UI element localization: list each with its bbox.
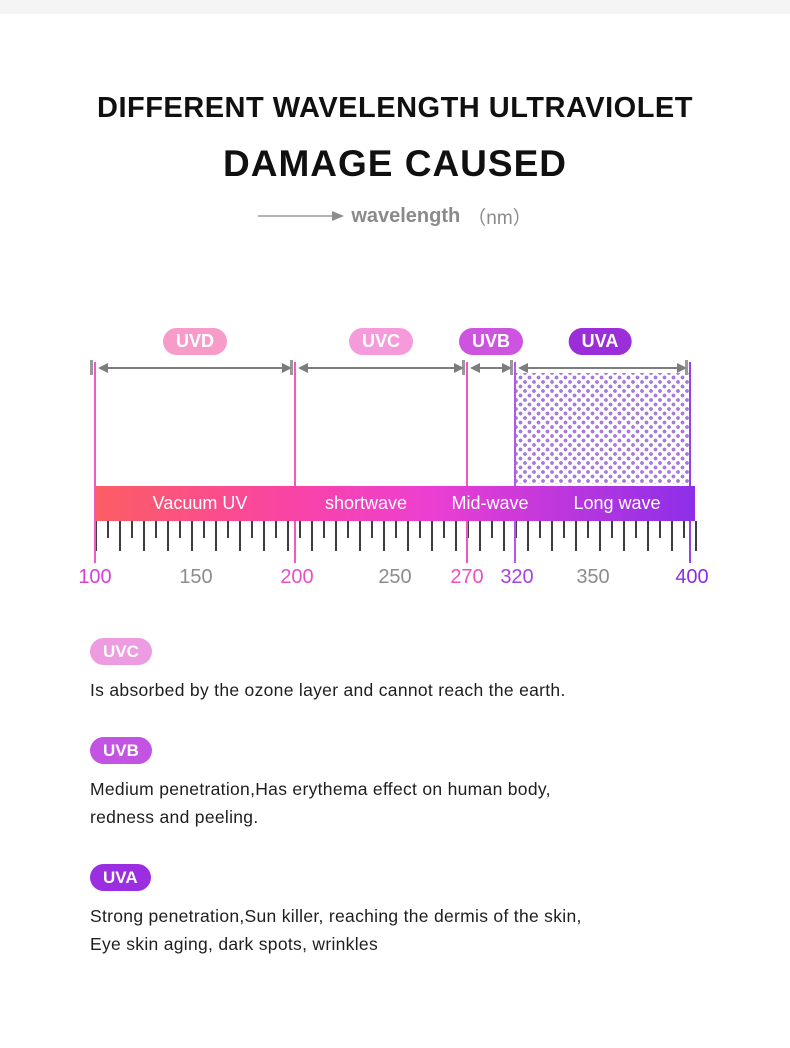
bar-segment-label: Vacuum UV bbox=[152, 493, 248, 513]
badge-uvc: UVC bbox=[90, 638, 152, 665]
wavelength-marker-line bbox=[294, 362, 296, 563]
arrow-head-left-icon bbox=[98, 363, 108, 373]
axis-number-250: 250 bbox=[378, 566, 412, 588]
band-badge-uvb: UVB bbox=[458, 328, 524, 355]
arrow-head-right-icon bbox=[454, 363, 464, 373]
wavelength-label: wavelength bbox=[351, 204, 461, 227]
page-title-line1: DIFFERENT WAVELENGTH ULTRAVIOLET bbox=[97, 92, 693, 124]
bar-segment-label: Mid-wave bbox=[451, 493, 529, 513]
section-uva: UVA Strong penetration,Sun killer, reachi… bbox=[90, 864, 720, 958]
axis-number-400: 400 bbox=[675, 566, 709, 588]
section-text-uva: Strong penetration,Sun killer, reaching … bbox=[90, 906, 582, 954]
arrow-head-right-icon bbox=[282, 363, 292, 373]
range-arrow-line bbox=[527, 367, 678, 369]
page-top-strip bbox=[0, 0, 790, 14]
wavelength-unit: （nm） bbox=[467, 207, 532, 229]
range-arrow-line bbox=[307, 367, 455, 369]
axis-number-320: 320 bbox=[500, 566, 534, 588]
arrow-head-left-icon bbox=[298, 363, 308, 373]
arrow-head-right-icon bbox=[502, 363, 512, 373]
range-arrow-line bbox=[107, 367, 283, 369]
section-uvb: UVB Medium penetration,Has erythema effec… bbox=[90, 737, 720, 831]
ruler-ticks bbox=[95, 521, 697, 559]
wavelength-marker-line bbox=[94, 362, 96, 563]
section-uvc: UVC Is absorbed by the ozone layer and ca… bbox=[90, 638, 720, 704]
right-arrow-icon bbox=[258, 211, 345, 221]
band-badge-uvd: UVD bbox=[162, 328, 228, 355]
range-end-tick bbox=[90, 360, 93, 375]
badge-uva: UVA bbox=[90, 864, 151, 891]
bar-segment-label: Long wave bbox=[573, 493, 661, 513]
bar-segment-label: shortwave bbox=[324, 493, 408, 513]
wavelength-marker-line bbox=[514, 362, 516, 563]
wavelength-marker-line bbox=[466, 362, 468, 563]
page-title-line2: DAMAGE CAUSED bbox=[223, 143, 567, 184]
axis-number-270: 270 bbox=[450, 566, 484, 588]
arrow-head-left-icon bbox=[518, 363, 528, 373]
spectrum-gradient-bar bbox=[95, 486, 695, 521]
band-badge-uvc: UVC bbox=[348, 328, 414, 355]
axis-number-100: 100 bbox=[78, 566, 112, 588]
band-badge-uva: UVA bbox=[568, 328, 632, 355]
range-arrow-line bbox=[479, 367, 503, 369]
uva-dotted-region bbox=[516, 373, 690, 484]
arrow-head-left-icon bbox=[470, 363, 480, 373]
badge-uvb: UVB bbox=[90, 737, 152, 764]
axis-number-200: 200 bbox=[280, 566, 314, 588]
wavelength-axis-caption: wavelength （nm） bbox=[0, 203, 790, 229]
wavelength-marker-line bbox=[689, 362, 691, 563]
axis-number-350: 350 bbox=[576, 566, 610, 588]
section-text-uvb: Medium penetration,Has erythema effect o… bbox=[90, 779, 551, 827]
arrow-head-right-icon bbox=[677, 363, 687, 373]
uv-sections: UVC Is absorbed by the ozone layer and ca… bbox=[90, 638, 720, 991]
section-text-uvc: Is absorbed by the ozone layer and canno… bbox=[90, 680, 566, 700]
axis-number-150: 150 bbox=[179, 566, 213, 588]
